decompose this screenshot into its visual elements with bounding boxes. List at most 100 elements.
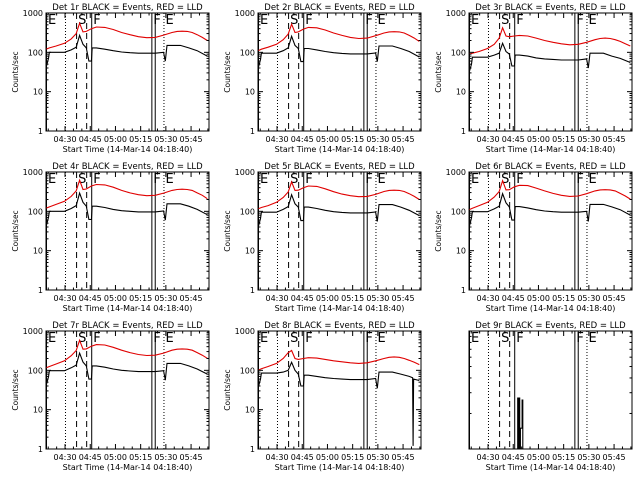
interval-marker-label: F [93,172,100,187]
x-tick-label: 04:45 [291,135,314,144]
x-tick-label: 05:45 [180,294,203,303]
interval-marker-label: E [260,331,268,346]
y-tick-label: 100 [28,48,43,57]
x-tick-label: 05:30 [577,453,600,462]
plot-frame [45,12,210,132]
interval-marker-label: S [501,13,509,28]
x-tick-label: 05:15 [341,453,364,462]
events-series-line [517,397,524,450]
x-tick-label: 05:45 [392,294,415,303]
y-axis-label: Counts/sec [223,369,232,410]
x-tick-label: 05:45 [392,453,415,462]
x-tick-label: 04:30 [266,453,289,462]
x-tick-label: 05:30 [366,135,389,144]
events-series-line [468,41,631,74]
panel-title: Det 5r BLACK = Events, RED = LLD [264,162,415,172]
x-axis-label: Start Time (14-Mar-14 04:18:40) [63,145,193,154]
panel-title: Det 8r BLACK = Events, RED = LLD [264,321,415,331]
interval-marker-label: E [377,172,385,187]
lld-series-line [257,180,420,210]
x-tick-label: 04:30 [54,453,77,462]
lld-series-line [45,338,208,369]
y-tick-label: 1000 [235,327,255,336]
interval-marker-label: F [365,172,372,187]
x-tick-label: 04:45 [79,294,102,303]
y-axis-label: Counts/sec [11,210,20,251]
x-tick-label: 05:30 [577,294,600,303]
lld-series-line [257,22,420,52]
plot-frame [45,171,210,291]
x-tick-label: 05:45 [603,135,626,144]
y-tick-label: 1 [38,445,43,454]
x-tick-label: 04:45 [502,294,525,303]
interval-marker-label: F [305,13,312,28]
y-tick-label: 1 [38,127,43,136]
x-tick-label: 04:30 [266,135,289,144]
interval-marker-label: E [588,331,596,346]
y-tick-label: 1000 [446,9,466,18]
x-tick-label: 05:15 [129,294,152,303]
interval-marker-label: F [153,331,160,346]
interval-marker-label: S [290,13,298,28]
events-series-line [468,191,631,229]
x-axis-label: Start Time (14-Mar-14 04:18:40) [275,463,405,472]
y-tick-label: 1000 [446,168,466,177]
y-tick-label: 100 [240,48,255,57]
interval-marker-label: E [471,172,479,187]
x-tick-label: 05:45 [603,453,626,462]
events-series-line [257,34,420,70]
x-tick-label: 04:45 [291,453,314,462]
x-tick-label: 05:15 [129,453,152,462]
x-tick-label: 05:15 [552,135,575,144]
y-tick-label: 10 [33,88,43,97]
x-tick-label: 05:30 [154,453,177,462]
x-tick-label: 05:45 [180,135,203,144]
interval-marker-label: E [165,172,173,187]
x-axis-label: Start Time (14-Mar-14 04:18:40) [63,463,193,472]
y-tick-label: 10 [245,88,255,97]
x-axis-label: Start Time (14-Mar-14 04:18:40) [275,304,405,313]
plot-frame [257,330,422,450]
y-tick-label: 1 [250,127,255,136]
interval-marker-label: F [516,172,523,187]
y-tick-label: 100 [240,366,255,375]
y-axis-label: Counts/sec [223,210,232,251]
plot-frame [468,171,633,291]
interval-marker-label: E [471,13,479,28]
panel-title: Det 6r BLACK = Events, RED = LLD [475,162,626,172]
x-tick-label: 04:45 [79,453,102,462]
panel-title: Det 9r BLACK = Events, RED = LLD [475,321,626,331]
y-tick-label: 1000 [235,168,255,177]
x-tick-label: 05:00 [527,294,550,303]
y-tick-label: 10 [245,247,255,256]
y-tick-label: 100 [451,207,466,216]
interval-marker-label: E [48,172,56,187]
interval-marker-label: F [153,13,160,28]
x-tick-label: 05:30 [154,294,177,303]
interval-marker-label: F [305,172,312,187]
lld-series-line [257,349,420,371]
x-tick-label: 05:00 [527,453,550,462]
interval-marker-label: E [588,13,596,28]
x-tick-label: 05:45 [603,294,626,303]
interval-marker-label: F [516,331,523,346]
x-tick-label: 05:00 [104,453,127,462]
x-tick-label: 05:15 [552,294,575,303]
interval-marker-label: F [153,172,160,187]
y-tick-label: 100 [240,207,255,216]
panel-title: Det 3r BLACK = Events, RED = LLD [475,3,626,13]
interval-marker-label: S [78,13,86,28]
plot-frame [257,171,422,291]
lld-series-line [45,21,208,50]
panel-title: Det 2r BLACK = Events, RED = LLD [264,3,415,13]
